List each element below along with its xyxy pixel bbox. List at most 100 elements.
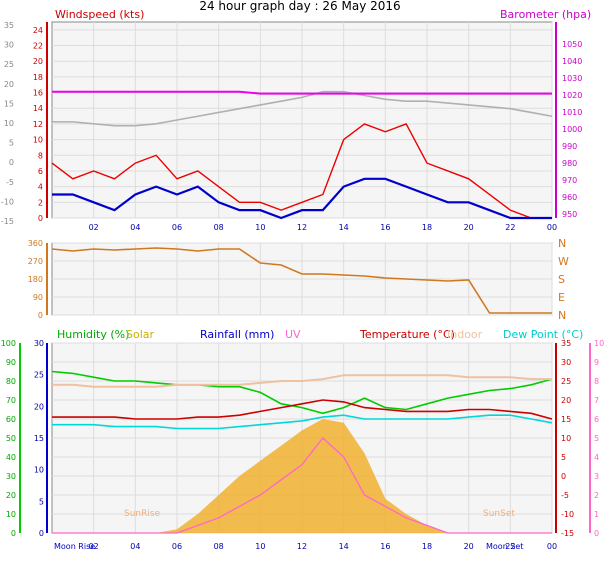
windspeed-tick: 14 bbox=[33, 104, 43, 113]
wind-outer-tick: 25 bbox=[4, 60, 14, 69]
barometer-tick: 990 bbox=[562, 142, 577, 151]
temp-x-tick: 22 bbox=[505, 542, 515, 551]
moonrise-annotation: Moon Rise bbox=[54, 542, 95, 551]
windspeed-tick: 8 bbox=[38, 151, 43, 160]
wind-x-tick: 06 bbox=[172, 223, 182, 232]
windspeed-tick: 20 bbox=[33, 57, 43, 66]
wind-outer-tick: -10 bbox=[1, 197, 14, 206]
humidity-tick: 10 bbox=[6, 510, 16, 519]
direction-panel-grid bbox=[52, 242, 553, 316]
direction-tick: 270 bbox=[28, 257, 43, 266]
windspeed-tick: 0 bbox=[38, 214, 43, 223]
direction-tick: 90 bbox=[33, 293, 43, 302]
uv-tick: 1 bbox=[594, 510, 599, 519]
uv-tick: 4 bbox=[594, 453, 599, 462]
temp-panel-ticks: 02 04 06 08 10 12 14 16 18 20 22 001009080706050403… bbox=[1, 339, 604, 551]
solar-area bbox=[52, 419, 552, 533]
barometer-trend-series bbox=[52, 90, 553, 127]
humidity-legend: Humidity (%) bbox=[57, 328, 129, 341]
barometer-tick: 970 bbox=[562, 176, 577, 185]
temperature-tick: 30 bbox=[561, 358, 571, 367]
temp-x-tick: 18 bbox=[422, 542, 432, 551]
wind-x-tick: 14 bbox=[339, 223, 349, 232]
barometer-tick: 1040 bbox=[562, 57, 582, 66]
temp-x-tick: 12 bbox=[297, 542, 307, 551]
dewpoint-line bbox=[52, 414, 553, 430]
barometer-tick: 950 bbox=[562, 210, 577, 219]
wind-outer-tick: 0 bbox=[9, 158, 14, 167]
temp-x-tick: 04 bbox=[130, 542, 140, 551]
direction-tick: 0 bbox=[38, 311, 43, 320]
chart-title: 24 hour graph day : 26 May 2016 bbox=[199, 0, 400, 13]
windspeed-tick: 24 bbox=[33, 26, 43, 35]
gray-line bbox=[52, 90, 553, 127]
indoor-line bbox=[52, 374, 552, 388]
windspeed-tick: 12 bbox=[33, 120, 43, 129]
humidity-tick: 20 bbox=[6, 491, 16, 500]
temp-x-tick: 08 bbox=[214, 542, 224, 551]
gust-line bbox=[51, 123, 552, 219]
wind-outer-tick: 30 bbox=[4, 41, 14, 50]
rainfall-tick: 20 bbox=[34, 402, 44, 411]
uv-tick: 6 bbox=[594, 415, 599, 424]
humidity-tick: 80 bbox=[6, 377, 16, 386]
rainfall-tick: 5 bbox=[39, 497, 44, 506]
barometer-series bbox=[52, 90, 552, 95]
uv-legend: UV bbox=[285, 328, 301, 341]
windspeed-tick: 18 bbox=[33, 73, 43, 82]
rainfall-tick: 30 bbox=[34, 339, 44, 348]
rainfall-tick: 25 bbox=[34, 371, 44, 380]
uv-tick: 5 bbox=[594, 434, 599, 443]
temperature-tick: 0 bbox=[561, 472, 566, 481]
solar-legend: Solar bbox=[126, 328, 155, 341]
temperature-tick: 20 bbox=[561, 396, 571, 405]
temperature-tick: -15 bbox=[561, 529, 574, 538]
sunrise-annotation: SunRise bbox=[124, 509, 161, 519]
temperature-tick: -10 bbox=[561, 510, 574, 519]
solar-series bbox=[52, 419, 552, 533]
temp-x-tick: 14 bbox=[339, 542, 349, 551]
temp-x-tick: 00 bbox=[547, 542, 557, 551]
windspeed-tick: 6 bbox=[38, 167, 43, 176]
barometer-legend: Barometer (hpa) bbox=[500, 8, 591, 21]
barometer-tick: 980 bbox=[562, 159, 577, 168]
wind-x-tick: 00 bbox=[547, 223, 557, 232]
temperature-tick: -5 bbox=[561, 491, 569, 500]
wind-outer-tick: 20 bbox=[4, 80, 14, 89]
wind-panel-ticks: 02 04 06 08 10 12 14 16 18 20 22 0035302520151050-5… bbox=[1, 21, 582, 232]
uv-tick: 3 bbox=[594, 472, 599, 481]
direction-tick: 360 bbox=[28, 239, 43, 248]
rainfall-tick: 0 bbox=[39, 529, 44, 538]
compass-tick: N bbox=[558, 237, 566, 250]
windspeed-legend: Windspeed (kts) bbox=[55, 8, 144, 21]
direction-line bbox=[51, 247, 552, 314]
temperature-tick: 25 bbox=[561, 377, 571, 386]
avg-line bbox=[52, 177, 552, 220]
compass-tick: W bbox=[558, 255, 569, 268]
uv-tick: 0 bbox=[594, 529, 599, 538]
wind-x-tick: 02 bbox=[89, 223, 99, 232]
barometer-tick: 960 bbox=[562, 193, 577, 202]
wind-x-tick: 22 bbox=[505, 223, 515, 232]
wind-direction-series bbox=[51, 247, 552, 314]
wind-outer-tick: -5 bbox=[6, 178, 14, 187]
wind-x-tick: 10 bbox=[255, 223, 265, 232]
humidity-tick: 70 bbox=[6, 396, 16, 405]
temp-x-tick: 20 bbox=[464, 542, 474, 551]
compass-tick: N bbox=[558, 309, 566, 322]
humidity-tick: 60 bbox=[6, 415, 16, 424]
windspeed-tick: 10 bbox=[33, 136, 43, 145]
wind-outer-tick: 15 bbox=[4, 99, 14, 108]
direction-tick: 180 bbox=[28, 275, 43, 284]
temp-x-tick: 16 bbox=[380, 542, 390, 551]
baro-line bbox=[52, 90, 552, 95]
rainfall-tick: 15 bbox=[34, 434, 44, 443]
uv-tick: 9 bbox=[594, 358, 599, 367]
humidity-line bbox=[51, 370, 553, 415]
humidity-tick: 0 bbox=[11, 529, 16, 538]
uv-tick: 10 bbox=[594, 339, 604, 348]
wind-outer-tick: 10 bbox=[4, 119, 14, 128]
moonset-annotation: Moon Set bbox=[486, 542, 523, 551]
temperature-legend: Temperature (°C) bbox=[359, 328, 455, 341]
